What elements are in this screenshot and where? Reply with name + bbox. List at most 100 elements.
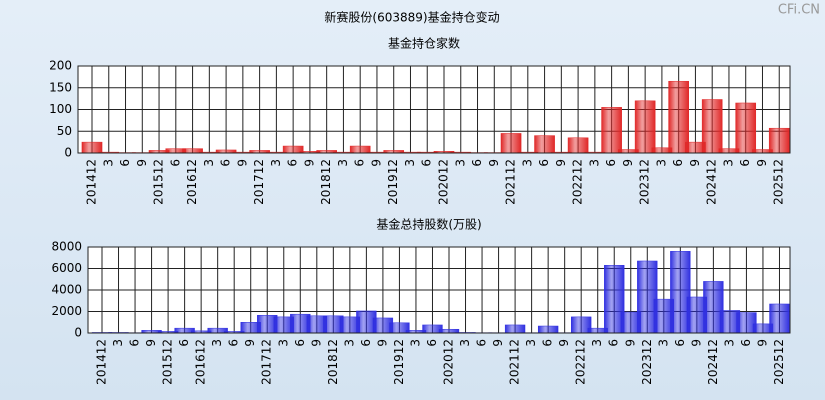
x-tick-label: 202012 [437, 159, 451, 205]
x-tick-label: 202212 [571, 159, 585, 205]
bar [768, 127, 790, 154]
x-tick-label: 3 [408, 339, 422, 347]
x-tick-label: 202412 [706, 339, 720, 385]
x-tick-label: 6 [537, 159, 551, 167]
x-tick-label: 6 [219, 159, 233, 167]
x-tick-label: 202312 [638, 159, 652, 205]
x-tick-label: 6 [541, 339, 555, 347]
bar [537, 325, 559, 334]
x-tick-label: 201812 [319, 159, 333, 205]
x-tick-label: 201812 [326, 339, 340, 385]
x-tick-label: 9 [487, 159, 501, 167]
x-tick-label: 202412 [705, 159, 719, 205]
x-tick-label: 3 [524, 339, 538, 347]
bar [701, 99, 723, 154]
x-tick-label: 9 [302, 159, 316, 167]
x-tick-label: 6 [359, 339, 373, 347]
watermark: CFi.CN [778, 3, 820, 18]
y-tick-label: 200 [49, 59, 72, 73]
x-tick-label: 6 [739, 339, 753, 347]
x-tick-label: 201712 [252, 159, 266, 205]
chart-title: 新赛股份(603889)基金持仓变动 [324, 10, 499, 25]
x-tick-label: 6 [673, 339, 687, 347]
x-tick-label: 3 [342, 339, 356, 347]
bar [504, 324, 526, 334]
x-tick-label: 6 [177, 339, 191, 347]
x-tick-label: 202112 [504, 159, 518, 205]
x-tick-label: 9 [309, 339, 323, 347]
x-tick-label: 6 [420, 159, 434, 167]
bar [735, 102, 757, 154]
x-tick-label: 202212 [574, 339, 588, 385]
x-tick-label: 9 [491, 339, 505, 347]
x-tick-label: 3 [210, 339, 224, 347]
y-tick-label: 8000 [51, 240, 82, 254]
x-tick-label: 6 [671, 159, 685, 167]
x-tick-label: 3 [458, 339, 472, 347]
x-tick-label: 6 [470, 159, 484, 167]
y-tick-label: 0 [74, 326, 82, 340]
x-tick-label: 201412 [85, 159, 99, 205]
x-tick-label: 6 [227, 339, 241, 347]
x-tick-label: 6 [604, 159, 618, 167]
x-tick-label: 201912 [386, 159, 400, 205]
x-tick-label: 3 [276, 339, 290, 347]
x-tick-label: 9 [243, 339, 257, 347]
x-tick-label: 3 [269, 159, 283, 167]
x-tick-label: 6 [293, 339, 307, 347]
x-tick-label: 6 [353, 159, 367, 167]
x-tick-label: 201512 [161, 339, 175, 385]
x-tick-label: 9 [135, 159, 149, 167]
x-tick-label: 9 [235, 159, 249, 167]
x-tick-label: 3 [453, 159, 467, 167]
x-tick-label: 3 [111, 339, 125, 347]
x-tick-label: 202512 [772, 159, 786, 205]
x-tick-label: 9 [688, 159, 702, 167]
x-tick-label: 6 [738, 159, 752, 167]
y-tick-label: 150 [49, 80, 72, 94]
x-tick-label: 3 [403, 159, 417, 167]
x-tick-label: 6 [425, 339, 439, 347]
bar [500, 133, 522, 154]
x-tick-label: 9 [375, 339, 389, 347]
x-tick-label: 3 [656, 339, 670, 347]
x-tick-label: 3 [587, 159, 601, 167]
x-tick-label: 6 [128, 339, 142, 347]
x-tick-label: 3 [721, 159, 735, 167]
x-tick-label: 3 [101, 159, 115, 167]
y-tick-label: 4000 [51, 283, 82, 297]
x-tick-label: 3 [202, 159, 216, 167]
x-tick-label: 9 [369, 159, 383, 167]
bar [634, 100, 656, 154]
y-tick-label: 6000 [51, 261, 82, 275]
y-tick-label: 2000 [51, 304, 82, 318]
x-tick-label: 6 [168, 159, 182, 167]
x-tick-label: 202112 [508, 339, 522, 385]
x-tick-label: 6 [475, 339, 489, 347]
x-tick-label: 3 [590, 339, 604, 347]
x-tick-label: 201612 [185, 159, 199, 205]
x-tick-label: 3 [336, 159, 350, 167]
bar [601, 107, 622, 154]
x-tick-label: 9 [623, 339, 637, 347]
x-tick-label: 9 [557, 339, 571, 347]
x-tick-label: 9 [755, 159, 769, 167]
x-tick-label: 201712 [260, 339, 274, 385]
x-tick-label: 201912 [392, 339, 406, 385]
x-tick-label: 9 [554, 159, 568, 167]
plot-border [77, 65, 791, 154]
x-tick-label: 9 [689, 339, 703, 347]
x-tick-label: 201512 [152, 159, 166, 205]
x-tick-label: 201412 [95, 339, 109, 385]
x-tick-label: 202312 [640, 339, 654, 385]
x-tick-label: 9 [755, 339, 769, 347]
x-tick-label: 3 [722, 339, 736, 347]
y-tick-label: 100 [49, 102, 72, 116]
x-tick-label: 6 [286, 159, 300, 167]
plot-border [87, 246, 791, 334]
x-tick-label: 202012 [442, 339, 456, 385]
x-tick-label: 3 [654, 159, 668, 167]
chart-subtitle: 基金总持股数(万股) [376, 217, 481, 232]
x-tick-label: 201612 [194, 339, 208, 385]
